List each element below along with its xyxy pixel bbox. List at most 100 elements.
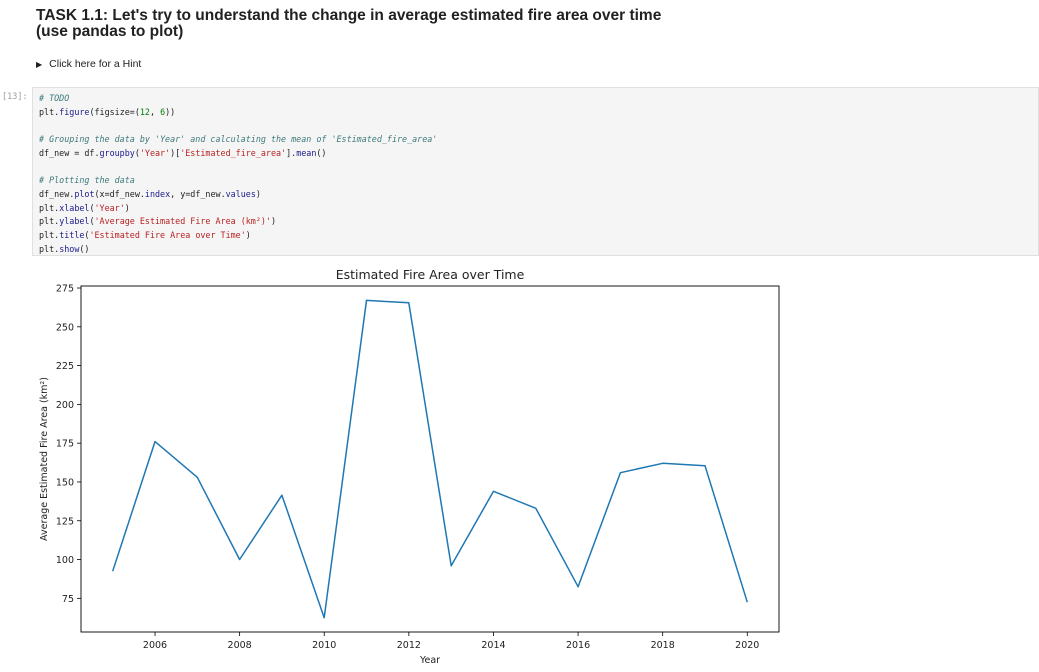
code-line: # TODO xyxy=(39,92,1038,106)
code-token: , y=df_new xyxy=(170,188,221,199)
code-token: () xyxy=(316,147,327,158)
chart-title: Estimated Fire Area over Time xyxy=(336,267,525,282)
code-token: ) xyxy=(124,202,130,213)
hint-label: Click here for a Hint xyxy=(49,58,142,70)
output-chart: Estimated Fire Area over Time Year Avera… xyxy=(39,267,780,666)
series-group xyxy=(111,299,749,619)
code-token: plot xyxy=(74,188,95,199)
x-tick-label: 2006 xyxy=(143,640,167,651)
markdown-cell: TASK 1.1: Let's try to understand the ch… xyxy=(36,8,1026,40)
code-token: df_new xyxy=(39,188,70,199)
code-token: . xyxy=(54,202,60,213)
x-tick-label: 2018 xyxy=(651,640,675,651)
code-token: ( xyxy=(84,229,90,240)
code-token: index xyxy=(144,188,171,199)
code-token: ) xyxy=(245,229,251,240)
code-token: df_new = df xyxy=(39,147,95,158)
code-line xyxy=(39,119,1038,133)
x-tick-label: 2008 xyxy=(228,640,252,651)
code-token: plt xyxy=(39,243,55,254)
task-title-line-1: TASK 1.1: Let's try to understand the ch… xyxy=(36,7,662,24)
code-token: (figsize=( xyxy=(89,106,140,117)
y-tick-label: 100 xyxy=(56,555,74,566)
code-token: ) xyxy=(255,188,261,199)
x-tick-label: 2014 xyxy=(481,640,505,651)
code-token: ) xyxy=(270,216,277,227)
code-token: . xyxy=(220,188,226,199)
code-token: xlabel xyxy=(59,202,90,213)
code-token: . xyxy=(54,243,60,254)
code-line xyxy=(39,160,1038,174)
code-token: 6 xyxy=(160,106,166,117)
code-token: ( xyxy=(89,202,95,213)
code-token: )[ xyxy=(170,147,181,158)
execution-count: [13]: xyxy=(2,92,28,102)
code-token: ] xyxy=(286,147,292,158)
y-tick-label: 150 xyxy=(56,477,74,488)
code-token: # TODO xyxy=(39,93,70,103)
code-token: plt xyxy=(39,229,55,240)
code-token: . xyxy=(54,106,60,117)
plot-area xyxy=(80,285,780,633)
series-line xyxy=(111,299,749,619)
x-tick-label: 2012 xyxy=(397,640,421,651)
code-line: # Plotting the data xyxy=(39,174,1038,188)
y-tick-label: 75 xyxy=(62,594,74,605)
code-token: ( xyxy=(134,147,140,158)
code-token: groupby xyxy=(99,147,135,158)
code-token: ylabel xyxy=(59,216,90,227)
x-axis-label: Year xyxy=(419,655,440,666)
code-token: . xyxy=(69,188,75,199)
code-token: # Grouping the data by 'Year' and calcul… xyxy=(39,134,438,145)
code-line: plt.ylabel('Average Estimated Fire Area … xyxy=(39,215,1038,229)
code-token: show xyxy=(59,243,80,254)
code-token: . xyxy=(54,216,60,227)
y-tick-label: 250 xyxy=(56,322,74,333)
y-axis-label: Average Estimated Fire Area (km²) xyxy=(39,377,50,541)
code-token: 'Year' xyxy=(139,147,171,158)
code-token: . xyxy=(291,147,297,158)
disclosure-triangle-icon: ▶ xyxy=(36,59,43,69)
code-line: plt.figure(figsize=(12, 6)) xyxy=(39,106,1038,120)
code-editor[interactable]: # TODO plt.figure(figsize=(12, 6)) # Group… xyxy=(32,87,1039,256)
code-token: )) xyxy=(165,106,176,117)
code-token: plt xyxy=(39,202,55,213)
code-token: values xyxy=(225,188,256,199)
code-line: plt.xlabel('Year') xyxy=(39,202,1038,216)
code-token: . xyxy=(54,229,60,240)
code-token: 'Estimated Fire Area over Time' xyxy=(89,229,246,240)
code-token: . xyxy=(94,147,100,158)
code-line: df_new = df.groupby('Year')['Estimated_f… xyxy=(39,147,1038,161)
y-tick-label: 225 xyxy=(56,361,74,372)
code-token: (x=df_new xyxy=(94,188,140,199)
code-line: plt.show() xyxy=(39,243,1038,257)
code-line: # Grouping the data by 'Year' and calcul… xyxy=(39,133,1038,147)
code-token: ( xyxy=(89,216,95,227)
code-token: mean xyxy=(296,147,317,158)
code-token: , xyxy=(149,106,161,117)
code-token: 'Estimated_fire_area' xyxy=(180,147,287,158)
task-title-line-2: (use pandas to plot) xyxy=(36,23,184,40)
code-token: plt xyxy=(39,216,55,227)
code-line: df_new.plot(x=df_new.index, y=df_new.val… xyxy=(39,188,1038,202)
code-token: # Plotting the data xyxy=(39,175,135,186)
code-token: 'Year' xyxy=(94,202,125,213)
code-token: plt xyxy=(39,106,55,117)
x-tick-label: 2010 xyxy=(312,640,336,651)
x-axis-ticks: 2006 2008 2010 2012 2014 2016 2018 2020 xyxy=(143,632,759,651)
code-token: () xyxy=(79,243,90,254)
y-tick-label: 200 xyxy=(56,400,74,411)
code-token: 'Average Estimated Fire Area (km²)' xyxy=(94,216,271,227)
code-token: . xyxy=(139,188,145,199)
y-tick-label: 125 xyxy=(56,516,74,527)
hint-toggle[interactable]: ▶ Click here for a Hint xyxy=(36,58,141,70)
code-line: plt.title('Estimated Fire Area over Time… xyxy=(39,229,1038,243)
code-token: 12 xyxy=(139,106,150,117)
code-token: title xyxy=(59,229,85,240)
y-axis-ticks: 75 100 125 150 175 200 225 250 275 xyxy=(56,284,81,605)
x-tick-label: 2016 xyxy=(566,640,590,651)
y-tick-label: 175 xyxy=(56,439,74,450)
y-tick-label: 275 xyxy=(56,284,74,295)
x-tick-label: 2020 xyxy=(735,640,759,651)
code-token: figure xyxy=(59,106,90,117)
